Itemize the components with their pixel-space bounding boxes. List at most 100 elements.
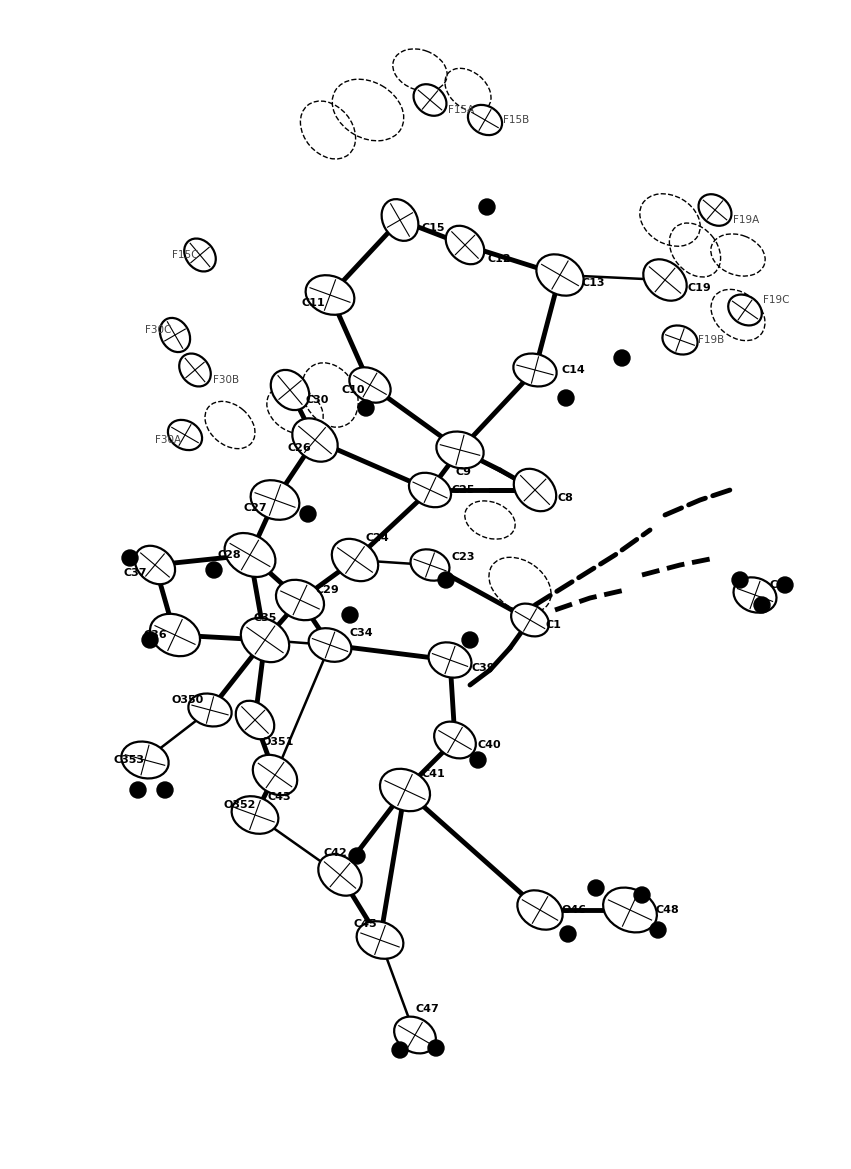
Text: C27: C27: [243, 503, 266, 513]
Ellipse shape: [271, 369, 309, 410]
Text: C9: C9: [455, 466, 471, 477]
Text: C1: C1: [545, 620, 561, 630]
Text: F15B: F15B: [503, 115, 529, 125]
Text: F19A: F19A: [733, 215, 759, 224]
Circle shape: [428, 1040, 444, 1056]
Text: C43: C43: [267, 793, 291, 802]
Ellipse shape: [603, 887, 657, 933]
Ellipse shape: [306, 275, 354, 314]
Ellipse shape: [409, 472, 451, 507]
Circle shape: [558, 390, 574, 406]
Circle shape: [130, 782, 146, 798]
Ellipse shape: [150, 614, 200, 656]
Text: C25: C25: [452, 485, 476, 494]
Text: O352: O352: [223, 800, 255, 810]
Text: C19: C19: [687, 283, 711, 293]
Ellipse shape: [410, 549, 449, 581]
Text: C39: C39: [472, 663, 495, 673]
Text: C29: C29: [316, 584, 340, 595]
Ellipse shape: [309, 628, 351, 662]
Circle shape: [650, 922, 666, 938]
Text: C35: C35: [253, 613, 277, 623]
Circle shape: [142, 632, 158, 648]
Circle shape: [754, 597, 770, 613]
Circle shape: [438, 572, 454, 588]
Ellipse shape: [184, 238, 216, 271]
Ellipse shape: [357, 921, 403, 959]
Ellipse shape: [734, 577, 776, 613]
Ellipse shape: [318, 855, 362, 895]
Circle shape: [479, 199, 495, 215]
Ellipse shape: [517, 891, 563, 929]
Text: F15C: F15C: [172, 250, 198, 260]
Ellipse shape: [429, 642, 471, 678]
Circle shape: [560, 926, 576, 942]
Text: C41: C41: [421, 769, 445, 779]
Circle shape: [470, 752, 486, 768]
Ellipse shape: [511, 603, 549, 636]
Ellipse shape: [514, 469, 557, 511]
Text: F30C: F30C: [145, 325, 171, 336]
Text: O351: O351: [261, 736, 294, 747]
Circle shape: [777, 577, 793, 593]
Text: C8: C8: [557, 493, 573, 503]
Text: F19B: F19B: [698, 336, 724, 345]
Text: F19C: F19C: [763, 295, 790, 305]
Text: F15A: F15A: [448, 105, 474, 115]
Text: C353: C353: [113, 755, 144, 765]
Circle shape: [206, 562, 222, 577]
Ellipse shape: [381, 199, 419, 241]
Ellipse shape: [276, 580, 324, 621]
Text: C14: C14: [561, 365, 585, 375]
Ellipse shape: [168, 420, 202, 450]
Text: F30A: F30A: [155, 435, 181, 445]
Ellipse shape: [135, 546, 175, 584]
Circle shape: [342, 607, 358, 623]
Text: C13: C13: [582, 278, 606, 288]
Text: C10: C10: [342, 385, 365, 395]
Text: C26: C26: [287, 443, 311, 454]
Text: C34: C34: [350, 628, 374, 638]
Ellipse shape: [643, 260, 687, 300]
Ellipse shape: [180, 353, 211, 387]
Ellipse shape: [241, 618, 289, 662]
Circle shape: [392, 1042, 408, 1058]
Text: C11: C11: [302, 298, 326, 307]
Text: C15: C15: [422, 223, 446, 233]
Text: C30: C30: [306, 395, 329, 404]
Ellipse shape: [236, 700, 274, 739]
Circle shape: [588, 880, 604, 895]
Circle shape: [358, 400, 374, 416]
Ellipse shape: [414, 84, 447, 116]
Ellipse shape: [699, 194, 732, 226]
Text: C23: C23: [452, 552, 476, 562]
Text: C45: C45: [354, 919, 378, 929]
Circle shape: [462, 632, 478, 648]
Circle shape: [634, 887, 650, 902]
Text: C36: C36: [143, 630, 167, 639]
Ellipse shape: [468, 105, 502, 136]
Text: C47: C47: [415, 1004, 439, 1014]
Circle shape: [614, 350, 630, 366]
Circle shape: [157, 782, 173, 798]
Ellipse shape: [513, 353, 557, 387]
Text: C24: C24: [365, 533, 389, 542]
Circle shape: [122, 549, 138, 566]
Text: O350: O350: [172, 696, 204, 705]
Circle shape: [300, 506, 316, 523]
Ellipse shape: [446, 226, 484, 264]
Ellipse shape: [350, 367, 391, 402]
Ellipse shape: [394, 1017, 436, 1053]
Text: C37: C37: [123, 568, 146, 577]
Ellipse shape: [253, 755, 297, 795]
Text: C12: C12: [487, 254, 511, 264]
Circle shape: [349, 848, 365, 864]
Text: C6: C6: [770, 580, 786, 590]
Circle shape: [732, 572, 748, 588]
Text: F30B: F30B: [213, 375, 239, 385]
Ellipse shape: [728, 295, 762, 325]
Ellipse shape: [231, 796, 278, 833]
Text: C28: C28: [218, 549, 242, 560]
Ellipse shape: [536, 255, 584, 296]
Ellipse shape: [437, 431, 483, 469]
